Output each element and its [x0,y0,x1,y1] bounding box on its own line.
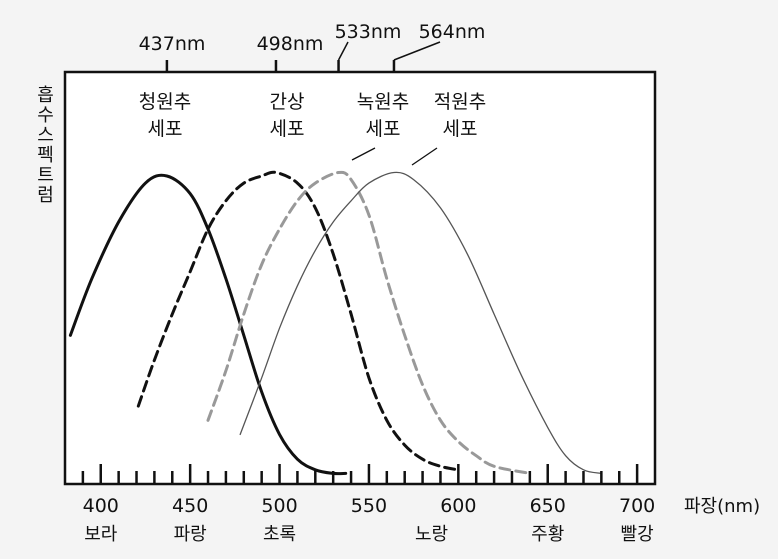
peak-label: 564nm [419,21,486,43]
x-color-name: 파랑 [174,524,207,545]
x-axis: 400 450 500 550 600 650 700 보라 파랑 초록 노랑 주황 빨강 [81,464,655,545]
series-curve-3 [206,170,532,475]
x-color-name: 빨강 [621,524,654,545]
series-curve-4 [239,171,603,475]
series-label: 세포 [366,118,401,140]
plot-frame [63,70,657,486]
series-label: 간상 [270,91,305,113]
x-tick-label: 400 [83,495,119,517]
series-label: 적원추 [434,91,486,113]
peak-leader [337,41,349,61]
y-axis-title: 흡수스펙트럼 [34,85,55,205]
peak-label: 437nm [139,33,206,55]
series-label: 세포 [270,118,305,140]
x-tick-label: 700 [619,495,655,517]
series-curve-1 [68,173,348,476]
series-curves [68,170,603,476]
label-pointer [351,147,376,161]
x-color-name: 노랑 [415,524,448,545]
x-tick-label: 600 [440,495,476,517]
peak-leader [393,41,441,61]
series-label: 청원추 [139,91,191,113]
label-pointer [411,147,438,166]
peak-axis: 437nm 498nm 533nm 564nm [139,21,486,72]
peak-label: 533nm [335,21,402,43]
x-color-name: 주황 [531,524,564,545]
x-color-name: 보라 [84,524,118,545]
series-curve-2 [136,170,460,472]
x-tick-label: 450 [172,495,208,517]
peak-label: 498nm [257,33,324,55]
x-tick-label: 500 [261,495,297,517]
x-tick-label: 650 [530,495,566,517]
x-color-name: 초록 [263,524,296,545]
series-label: 세포 [443,118,478,140]
series-label: 세포 [148,118,183,140]
x-tick-label: 550 [351,495,387,517]
series-label: 녹원추 [357,91,409,113]
x-axis-title: 파장(nm) [684,496,760,517]
